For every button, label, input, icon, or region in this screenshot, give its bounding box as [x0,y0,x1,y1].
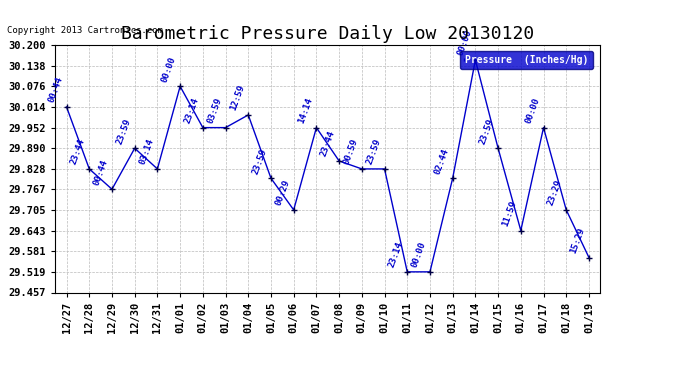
Text: 23:14: 23:14 [183,96,201,124]
Text: 12:59: 12:59 [228,84,246,112]
Text: 23:14: 23:14 [387,240,405,269]
Text: 14:14: 14:14 [297,96,314,124]
Title: Barometric Pressure Daily Low 20130120: Barometric Pressure Daily Low 20130120 [121,26,534,44]
Text: 23:44: 23:44 [70,138,87,166]
Text: Copyright 2013 Cartronics.com: Copyright 2013 Cartronics.com [7,26,163,35]
Text: 00:00: 00:00 [410,240,428,269]
Text: 23:44: 23:44 [319,130,337,158]
Text: 03:14: 03:14 [137,138,155,166]
Text: 23:59: 23:59 [478,117,496,145]
Text: 00:44: 00:44 [47,76,64,104]
Text: 02:44: 02:44 [433,147,451,175]
Text: 03:59: 03:59 [206,96,224,124]
Text: 00:29: 00:29 [274,178,291,207]
Text: 15:29: 15:29 [569,226,586,255]
Text: 23:29: 23:29 [546,178,564,207]
Text: 00:44: 00:44 [92,158,110,186]
Text: 00:59: 00:59 [342,138,359,166]
Text: 00:00: 00:00 [455,28,473,57]
Text: 23:59: 23:59 [115,117,132,145]
Text: 00:00: 00:00 [160,55,178,83]
Text: 23:59: 23:59 [364,138,382,166]
Text: 00:00: 00:00 [524,96,541,124]
Legend: Pressure  (Inches/Hg): Pressure (Inches/Hg) [460,51,593,69]
Text: 11:59: 11:59 [501,199,518,228]
Text: 23:59: 23:59 [251,147,268,175]
